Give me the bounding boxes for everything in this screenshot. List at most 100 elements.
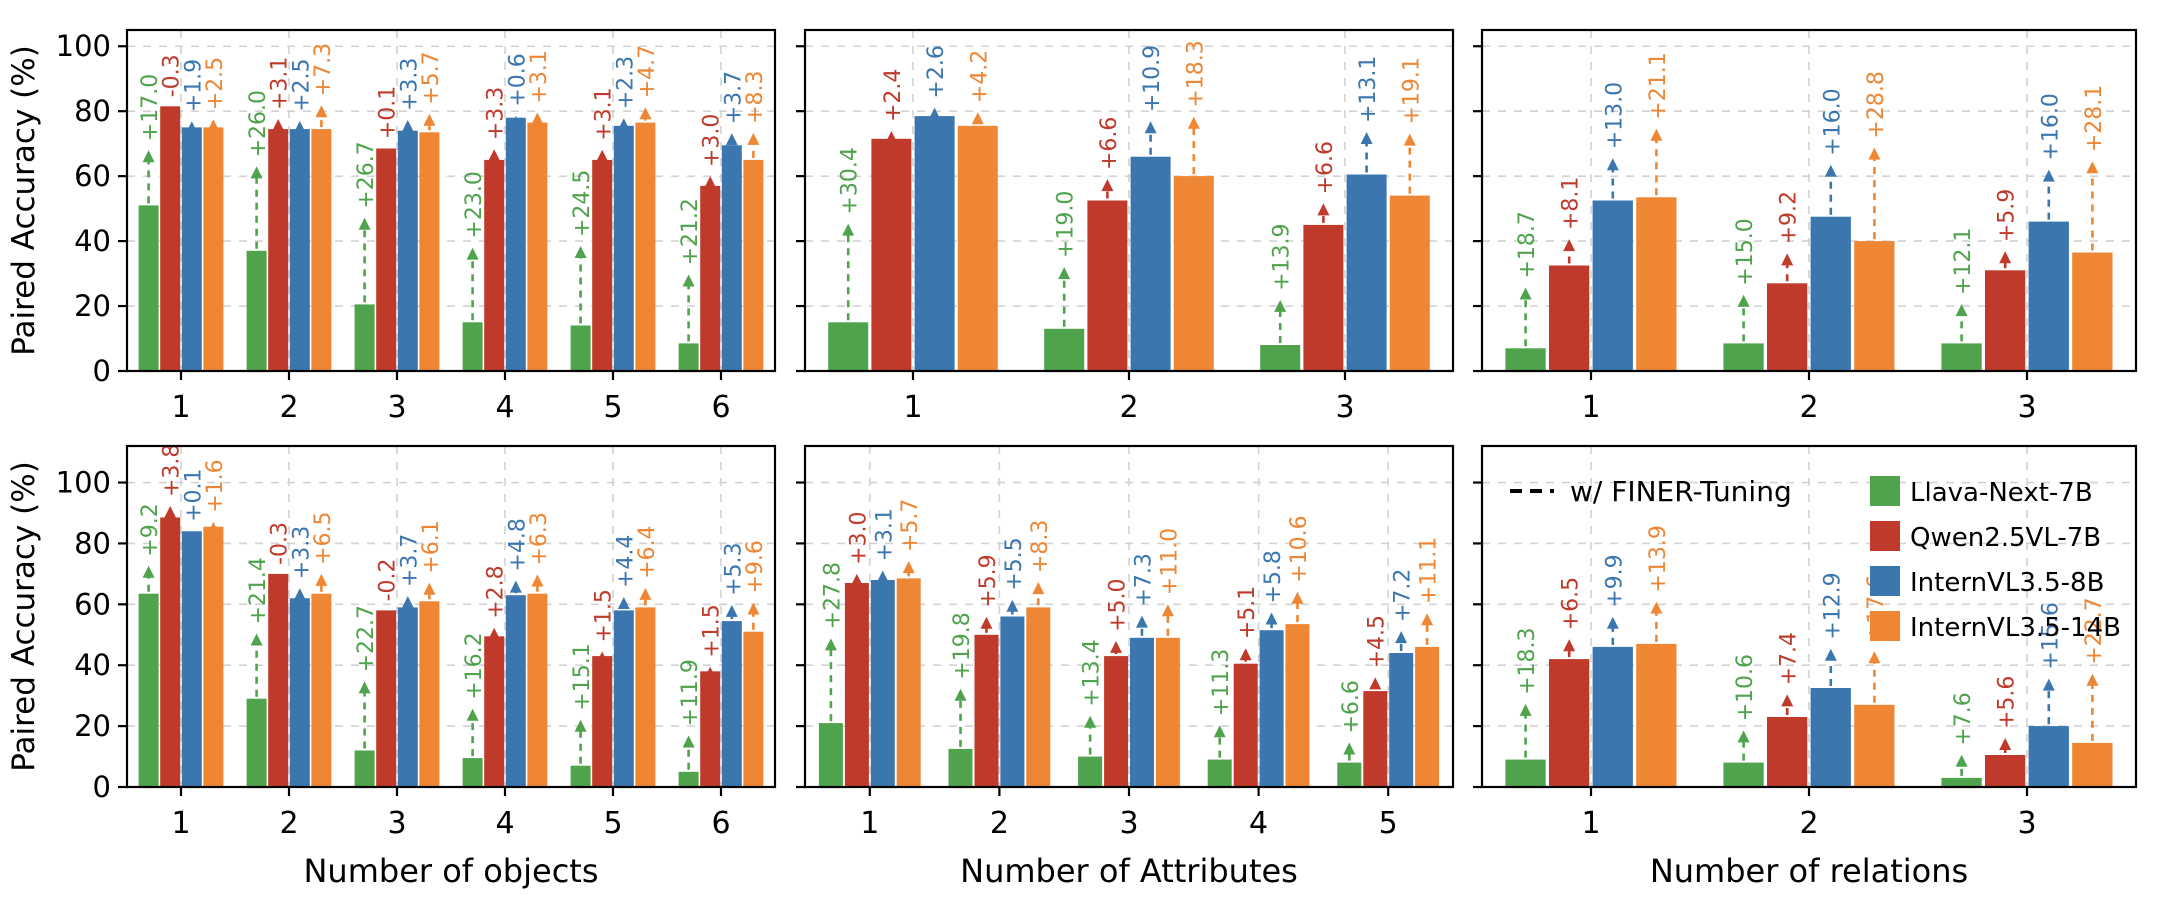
arrowhead-icon bbox=[1999, 738, 2012, 750]
legend-swatch bbox=[1870, 476, 1900, 506]
gain-label: +9.2 bbox=[138, 503, 163, 556]
bar bbox=[1636, 197, 1677, 371]
arrowhead-icon bbox=[1737, 294, 1750, 307]
arrowhead-icon bbox=[1606, 158, 1619, 171]
bar bbox=[721, 145, 742, 371]
arrowhead-icon bbox=[1144, 121, 1157, 134]
gain-label: +26.7 bbox=[354, 141, 379, 208]
gain-label: -0.2 bbox=[376, 558, 401, 601]
bar bbox=[1810, 216, 1851, 371]
arrowhead-icon bbox=[842, 223, 855, 236]
gain-label: +16.0 bbox=[2038, 93, 2063, 160]
gain-label: +9.6 bbox=[743, 540, 768, 593]
bar bbox=[828, 322, 869, 371]
gain-label: +8.1 bbox=[1559, 177, 1584, 230]
arrowhead-icon bbox=[2042, 169, 2055, 182]
gain-label: +15.1 bbox=[570, 643, 595, 710]
y-tick-label: 80 bbox=[74, 94, 111, 128]
gain-label: +13.0 bbox=[1602, 82, 1627, 149]
gain-label: +10.9 bbox=[1140, 45, 1165, 112]
y-tick-label: 100 bbox=[56, 466, 111, 500]
bar bbox=[2028, 726, 2069, 787]
bar bbox=[397, 607, 418, 787]
panel-bottom-attributes: +27.8 +19.8 +13.4 +11.3 +6.6 +3.0 +5.9 +5.0 +5.1… bbox=[796, 444, 1455, 890]
bar bbox=[1549, 265, 1590, 371]
bar bbox=[1130, 156, 1171, 371]
gain-label: +18.7 bbox=[1515, 211, 1540, 278]
x-tick-label: 1 bbox=[171, 390, 190, 425]
arrowhead-icon bbox=[466, 247, 479, 260]
x-tick-label: 6 bbox=[711, 390, 730, 425]
gain-label: +11.0 bbox=[1157, 528, 1182, 595]
gain-label: +1.5 bbox=[700, 604, 725, 657]
bar bbox=[570, 765, 591, 787]
arrowhead-icon bbox=[639, 587, 652, 600]
legend-swatch bbox=[1870, 521, 1900, 551]
gain-label: +22.7 bbox=[354, 605, 379, 672]
gain-label: +5.5 bbox=[1002, 537, 1027, 590]
bar bbox=[1233, 663, 1258, 787]
arrowhead-icon bbox=[1317, 203, 1330, 216]
arrowhead-icon bbox=[250, 633, 263, 646]
legend-model-label: InternVL3.5-8B bbox=[1910, 568, 2104, 598]
arrowhead-icon bbox=[876, 570, 889, 583]
gain-label: +2.5 bbox=[203, 57, 228, 110]
bar bbox=[613, 125, 634, 371]
x-axis-title: Number of objects bbox=[303, 852, 598, 890]
bar bbox=[914, 116, 955, 371]
bar bbox=[268, 573, 289, 787]
gain-label: +21.1 bbox=[1646, 52, 1671, 119]
bar bbox=[570, 325, 591, 371]
gain-label: +5.3 bbox=[721, 542, 746, 595]
gain-label: +3.7 bbox=[721, 71, 746, 124]
bar bbox=[1767, 283, 1808, 371]
arrowhead-icon bbox=[574, 246, 587, 258]
arrowhead-icon bbox=[928, 107, 941, 120]
bar bbox=[246, 250, 267, 371]
gain-label: +16.0 bbox=[1820, 88, 1845, 155]
gain-label: +6.4 bbox=[635, 525, 660, 578]
arrowhead-icon bbox=[531, 112, 544, 125]
bar bbox=[1078, 756, 1103, 787]
x-tick-label: 3 bbox=[2017, 806, 2036, 841]
bar bbox=[1767, 717, 1808, 787]
gain-label: +18.3 bbox=[1183, 40, 1208, 107]
gain-label: +11.3 bbox=[1209, 649, 1234, 716]
axes-frame bbox=[125, 444, 777, 789]
bar bbox=[376, 148, 397, 371]
y-tick-label: 80 bbox=[74, 526, 111, 560]
x-tick-label: 4 bbox=[495, 806, 514, 841]
bar bbox=[1285, 624, 1310, 787]
bar bbox=[462, 758, 483, 787]
x-axis-title: Number of relations bbox=[1650, 852, 1968, 890]
y-axis-title: Paired Accuracy (%) bbox=[6, 45, 42, 356]
gain-label: +6.3 bbox=[527, 512, 552, 565]
gain-label: +7.2 bbox=[1391, 569, 1416, 622]
arrowhead-icon bbox=[1824, 648, 1837, 661]
gain-label: +1.6 bbox=[203, 459, 228, 512]
arrowhead-icon bbox=[509, 115, 522, 128]
bar bbox=[138, 205, 159, 371]
gain-label: +23.0 bbox=[462, 171, 487, 238]
arrowhead-icon bbox=[639, 107, 652, 120]
x-tick-label: 3 bbox=[387, 806, 406, 841]
panel-bottom-relations: +18.3 +10.6 +7.6 +6.5 +7.4 +5.6 +9.9 +12.9 +15.6… bbox=[1473, 444, 2138, 890]
y-tick-label: 0 bbox=[93, 354, 111, 388]
gain-label: -0.3 bbox=[160, 54, 185, 97]
bar bbox=[592, 656, 613, 787]
gain-label: +6.5 bbox=[311, 511, 336, 564]
gain-label: +15.6 bbox=[2038, 602, 2063, 669]
arrowhead-icon bbox=[315, 573, 328, 586]
x-axis-title: Number of Attributes bbox=[960, 852, 1298, 890]
arrowhead-icon bbox=[2042, 678, 2055, 691]
gain-label: +5.7 bbox=[898, 499, 923, 552]
legend-swatch bbox=[1870, 566, 1900, 596]
gain-label: +3.7 bbox=[397, 534, 422, 587]
gain-label: +13.1 bbox=[1356, 56, 1381, 123]
arrowhead-icon bbox=[423, 582, 436, 595]
gain-label: +3.3 bbox=[397, 58, 422, 111]
bar bbox=[1337, 762, 1362, 787]
gain-label: +28.8 bbox=[1864, 71, 1889, 138]
panel-top-attributes: +30.4 +19.0 +13.9 +2.4 +6.6 +6.6 +2.6 +10.9 +13.… bbox=[796, 28, 1455, 425]
